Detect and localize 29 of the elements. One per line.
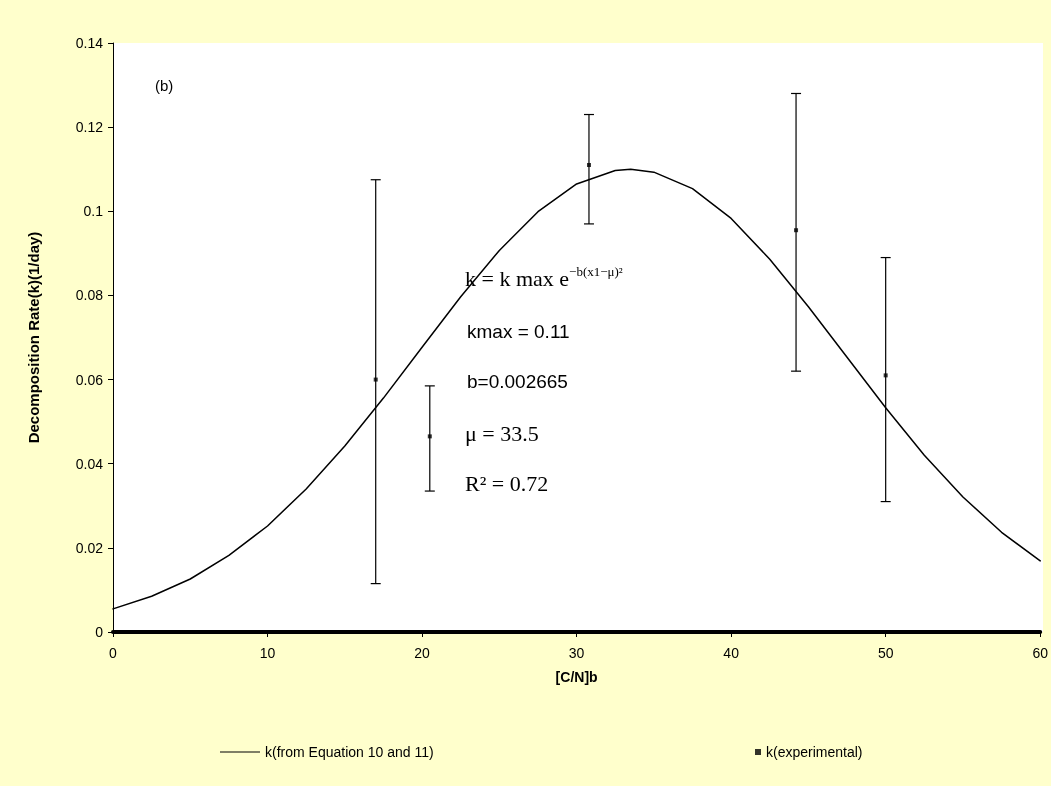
annotation: R² = 0.72 <box>465 470 549 496</box>
y-tick-label: 0.06 <box>75 371 104 388</box>
point <box>427 434 432 439</box>
point <box>373 377 378 382</box>
x-axis-title: [C/N]b <box>555 669 598 685</box>
y-tick-label: 0 <box>95 624 104 640</box>
x-tick-label: 30 <box>568 645 585 661</box>
x-tick-label: 0 <box>109 645 118 661</box>
y-tick-label: 0.08 <box>75 287 104 304</box>
x-tick-label: 50 <box>877 645 894 661</box>
x-tick-label: 10 <box>259 645 276 661</box>
y-tick-label: 0.02 <box>75 539 104 556</box>
x-tick-label: 40 <box>723 645 740 661</box>
legend-label: k(from Equation 10 and 11) <box>265 744 434 760</box>
annotation: (b) <box>155 77 174 94</box>
y-tick-label: 0.04 <box>75 455 104 472</box>
y-axis-title: Decomposition Rate(k)(1/day) <box>25 231 42 444</box>
point <box>883 373 888 378</box>
y-tick-label: 0.1 <box>83 203 104 220</box>
y-tick-label: 0.12 <box>75 119 104 136</box>
point <box>586 163 591 168</box>
annotation: μ = 33.5 <box>465 420 539 446</box>
point <box>794 228 799 233</box>
legend-label: k(experimental) <box>766 744 863 760</box>
x-tick-label: 60 <box>1032 645 1049 661</box>
x-tick-label: 20 <box>414 645 431 661</box>
y-tick-label: 0.14 <box>75 35 104 51</box>
annotation: kmax = 0.11 <box>467 321 570 342</box>
annotation: b=0.002665 <box>467 371 568 392</box>
